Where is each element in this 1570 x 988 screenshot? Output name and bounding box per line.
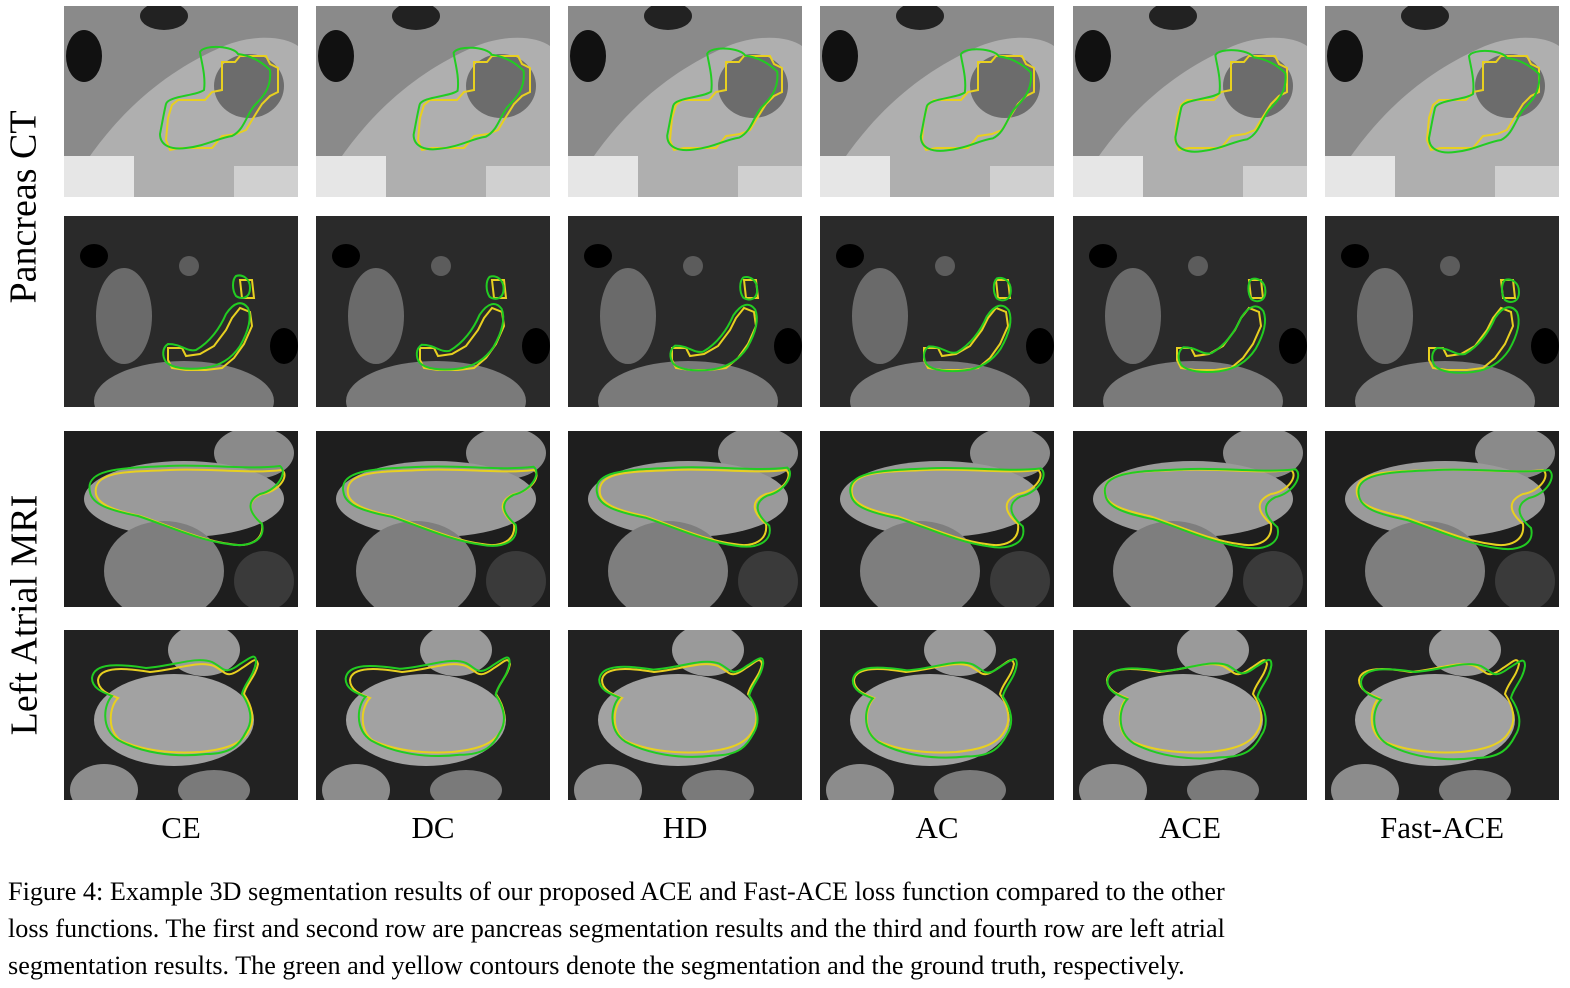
segmentation-panel: [1325, 216, 1559, 407]
segmentation-contour: [1106, 658, 1273, 760]
column-label: ACE: [1159, 810, 1221, 845]
scan-image: [1073, 630, 1307, 800]
segmentation-panel: [64, 630, 298, 800]
segmentation-panel: [1325, 431, 1559, 607]
segmentation-contour: [1431, 278, 1521, 374]
caption-line: Figure 4: Example 3D segmentation result…: [8, 877, 1225, 906]
scan-image: [1073, 431, 1307, 607]
segmentation-panel: [64, 431, 298, 607]
scan-image: [316, 216, 550, 407]
segmentation-panel: [316, 431, 550, 607]
scan-image: [64, 6, 298, 197]
column-label: AC: [915, 810, 959, 845]
scan-image: [568, 216, 802, 407]
row-group-label-text: Left Atrial MRI: [3, 494, 45, 736]
scan-image: [1325, 6, 1559, 197]
segmentation-contour: [90, 655, 258, 757]
segmentation-contour: [158, 46, 272, 150]
row-group-label-text: Pancreas CT: [3, 110, 46, 304]
segmentation-contour: [88, 464, 284, 546]
segmentation-panel: [1325, 6, 1559, 197]
segmentation-contour: [669, 276, 759, 372]
ground-truth-contour: [600, 659, 764, 754]
segmentation-panel: [568, 6, 802, 197]
scan-image: [1325, 431, 1559, 607]
scan-image: [64, 630, 298, 800]
scan-image: [1325, 216, 1559, 407]
ground-truth-contour: [850, 468, 1042, 546]
segmentation-contour: [598, 657, 765, 758]
segmentation-panel: [820, 431, 1054, 607]
ground-truth-contour: [1173, 55, 1288, 152]
segmentation-contour: [344, 656, 511, 758]
segmentation-contour: [1177, 277, 1267, 373]
segmentation-panel: [1073, 630, 1307, 800]
segmentation-panel: [568, 431, 802, 607]
scan-image: [820, 216, 1054, 407]
segmentation-contour: [1103, 467, 1300, 550]
segmentation-panel: [1073, 6, 1307, 197]
segmentation-panel: [64, 216, 298, 407]
segmentation-contour: [851, 658, 1018, 759]
segmentation-contour: [1357, 468, 1553, 550]
segmentation-contour: [162, 274, 252, 370]
segmentation-contour: [666, 47, 779, 152]
segmentation-panel: [820, 6, 1054, 197]
segmentation-panel: [64, 6, 298, 197]
scan-image: [64, 431, 298, 607]
caption-line: segmentation results. The green and yell…: [8, 951, 1185, 980]
ground-truth-contour: [96, 659, 260, 754]
figure-caption: Figure 4: Example 3D segmentation result…: [8, 873, 1564, 984]
scan-image: [820, 630, 1054, 800]
scan-image: [316, 6, 550, 197]
column-label: HD: [662, 810, 708, 845]
segmentation-contour: [923, 276, 1012, 373]
segmentation-contour: [342, 465, 538, 547]
segmentation-panel: [568, 630, 802, 800]
scan-image: [64, 216, 298, 407]
scan-image: [316, 431, 550, 607]
segmentation-panel: [316, 630, 550, 800]
segmentation-contour: [595, 466, 791, 548]
segmentation-panel: [568, 216, 802, 407]
column-label: DC: [411, 810, 455, 845]
segmentation-panel: [316, 216, 550, 407]
segmentation-contour: [1359, 659, 1527, 761]
scan-image: [1325, 630, 1559, 800]
scan-image: [568, 630, 802, 800]
scan-image: [568, 431, 802, 607]
segmentation-contour: [849, 466, 1045, 549]
ground-truth-contour: [598, 468, 790, 546]
segmentation-contour: [919, 48, 1033, 152]
ground-truth-contour: [920, 55, 1035, 152]
segmentation-panel: [1073, 216, 1307, 407]
segmentation-contour: [1427, 50, 1541, 154]
segmentation-contour: [412, 46, 525, 151]
ground-truth-contour: [668, 55, 783, 152]
column-label: Fast-ACE: [1380, 810, 1504, 845]
scan-image: [316, 630, 550, 800]
column-label: CE: [161, 810, 201, 845]
scan-image: [1073, 6, 1307, 197]
segmentation-contour: [1174, 49, 1287, 153]
segmentation-panel: [820, 216, 1054, 407]
caption-line: loss functions. The first and second row…: [8, 914, 1225, 943]
scan-image: [820, 431, 1054, 607]
segmentation-panel: [1073, 431, 1307, 607]
segmentation-contour: [415, 275, 505, 371]
segmentation-panel: [1325, 630, 1559, 800]
scan-image: [1073, 216, 1307, 407]
scan-image: [820, 6, 1054, 197]
scan-image: [568, 6, 802, 197]
segmentation-panel: [316, 6, 550, 197]
segmentation-panel: [820, 630, 1054, 800]
